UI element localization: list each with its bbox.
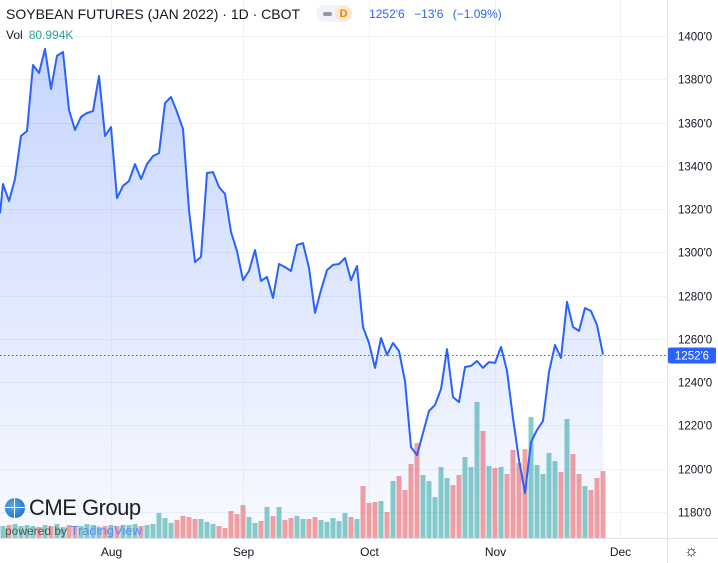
cme-tradingview-logo[interactable]: CME Group powered by TradingView bbox=[5, 495, 142, 538]
time-axis[interactable]: Aug Sep Oct Nov Dec bbox=[101, 545, 631, 559]
price-tick-label: 1360'0 bbox=[678, 119, 712, 131]
tradingview-link[interactable]: TradingView bbox=[70, 523, 142, 538]
quote-values: 1252'6 −13'6 (−1.09%) bbox=[369, 7, 508, 21]
globe-icon bbox=[5, 498, 25, 518]
price-tick-label: 1180'0 bbox=[678, 508, 711, 520]
market-status-badge[interactable]: D bbox=[316, 5, 353, 22]
price-change-percent: (−1.09%) bbox=[452, 6, 502, 21]
price-tick-label: 1200'0 bbox=[678, 465, 712, 477]
price-tick-label: 1320'0 bbox=[678, 205, 712, 217]
time-tick-label: Nov bbox=[485, 545, 506, 559]
price-tick-label: 1220'0 bbox=[678, 421, 712, 433]
price-area-fill bbox=[0, 49, 603, 538]
volume-legend: Vol 80.994K bbox=[6, 28, 73, 42]
symbol-title[interactable]: SOYBEAN FUTURES (JAN 2022) · 1D · CBOT bbox=[6, 5, 301, 22]
price-change: −13'6 bbox=[414, 6, 444, 21]
price-tick-label: 1380'0 bbox=[678, 75, 712, 87]
time-tick-label: Aug bbox=[101, 545, 122, 559]
price-tick-label: 1240'0 bbox=[678, 378, 712, 390]
price-tick-label: 1300'0 bbox=[678, 248, 712, 260]
price-tick-label: 1280'0 bbox=[678, 292, 712, 304]
dash-icon bbox=[323, 11, 333, 16]
last-price-label: 1252'6 bbox=[675, 351, 709, 363]
time-tick-label: Sep bbox=[233, 545, 255, 559]
brand-name: CME Group bbox=[29, 495, 141, 520]
time-tick-label: Oct bbox=[360, 545, 379, 559]
time-tick-label: Dec bbox=[610, 545, 631, 559]
volume-value: 80.994K bbox=[28, 28, 74, 42]
price-axis[interactable]: 1400'0 1380'0 1360'0 1340'0 1320'0 1300'0 1280… bbox=[678, 32, 712, 520]
powered-by-text: powered by bbox=[5, 524, 68, 538]
price-tick-label: 1260'0 bbox=[678, 335, 712, 347]
interval-badge: D bbox=[335, 5, 353, 22]
last-price-tag: 1252'6 bbox=[668, 347, 716, 364]
price-tick-label: 1340'0 bbox=[678, 162, 712, 174]
volume-label: Vol bbox=[6, 28, 23, 42]
last-price: 1252'6 bbox=[369, 6, 405, 21]
price-tick-label: 1400'0 bbox=[678, 32, 712, 44]
price-line bbox=[0, 48, 604, 494]
chart-legend-header: SOYBEAN FUTURES (JAN 2022) · 1D · CBOT D… bbox=[6, 5, 508, 22]
settings-gear-icon[interactable]: ☼ bbox=[684, 543, 699, 560]
